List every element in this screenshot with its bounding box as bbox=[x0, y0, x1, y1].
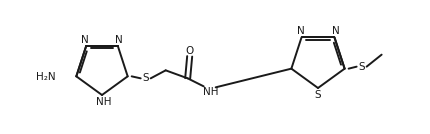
Text: N: N bbox=[297, 26, 304, 36]
Text: O: O bbox=[186, 46, 194, 56]
Text: NH: NH bbox=[96, 97, 112, 107]
Text: S: S bbox=[358, 62, 365, 72]
Text: S: S bbox=[142, 73, 149, 83]
Text: N: N bbox=[115, 35, 123, 45]
Text: S: S bbox=[315, 90, 321, 100]
Text: N: N bbox=[81, 35, 89, 45]
Text: N: N bbox=[332, 26, 339, 36]
Text: H₂N: H₂N bbox=[36, 72, 55, 82]
Text: NH: NH bbox=[203, 87, 218, 97]
